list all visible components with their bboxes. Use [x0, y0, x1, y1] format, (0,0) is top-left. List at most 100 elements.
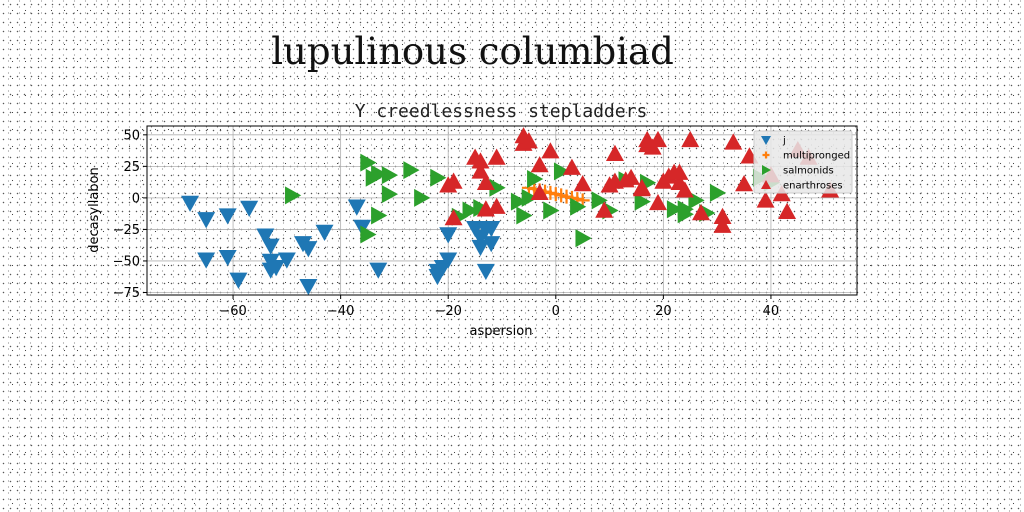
data-point: [530, 156, 549, 173]
legend-marker: [761, 136, 771, 145]
data-point: [735, 175, 754, 192]
data-point: [573, 175, 592, 192]
data-point: [371, 206, 388, 225]
data-point: [632, 180, 651, 197]
data-point: [724, 133, 743, 150]
data-point: [299, 241, 318, 258]
x-tick-label: −40: [327, 304, 354, 319]
y-axis-label: decasyllabon: [87, 167, 102, 252]
data-point: [670, 163, 689, 180]
data-point: [371, 164, 388, 183]
y-tick-label: −25: [113, 223, 140, 238]
data-point: [487, 148, 506, 165]
data-point: [256, 228, 275, 245]
x-tick-label: −20: [434, 304, 461, 319]
data-point: [595, 201, 614, 218]
data-point: [591, 191, 608, 210]
data-point: [369, 262, 388, 279]
data-point: [543, 201, 560, 220]
series-j: [181, 195, 501, 296]
data-point: [487, 197, 506, 214]
data-point: [315, 224, 334, 241]
data-point: [692, 204, 711, 221]
data-point: [347, 199, 366, 216]
legend-marker: [762, 165, 771, 175]
data-point: [521, 188, 538, 207]
data-point: [570, 197, 587, 216]
data-point: [299, 278, 318, 296]
data-point: [489, 178, 506, 197]
data-point: [530, 183, 549, 201]
data-point: [439, 227, 458, 244]
data-point: [756, 191, 775, 208]
data-point: [778, 202, 797, 219]
legend-frame: [753, 130, 853, 194]
legend-marker: [761, 180, 771, 189]
data-point: [562, 158, 581, 175]
axis-ticks: −60 −40 −20 0 20 40 50 25 0 −25 −50 −75: [113, 128, 780, 319]
data-point: [713, 216, 732, 233]
series-enarthroses: [439, 127, 840, 233]
data-point: [516, 206, 533, 225]
x-tick-label: 40: [763, 304, 780, 319]
data-point: [462, 201, 479, 220]
data-point: [360, 225, 377, 244]
data-point: [267, 260, 286, 277]
data-point: [229, 272, 248, 289]
x-tick-label: −60: [219, 304, 246, 319]
data-point: [666, 200, 684, 219]
figure-suptitle: lupulinous columbiad: [271, 30, 674, 73]
data-point: [360, 153, 377, 172]
data-point: [605, 144, 624, 161]
legend: j multipronged salmonids enarthroses: [753, 130, 853, 194]
y-tick-label: 0: [132, 191, 140, 206]
data-point: [430, 168, 447, 187]
data-point: [648, 130, 667, 148]
data-point: [381, 166, 399, 185]
data-point: [713, 207, 732, 225]
legend-label: enarthroses: [783, 181, 843, 192]
data-point: [634, 192, 651, 211]
x-tick-label: 20: [655, 304, 672, 319]
data-point: [482, 236, 501, 253]
y-tick-label: 25: [123, 160, 140, 175]
data-point: [197, 252, 216, 269]
legend-label: j: [782, 136, 786, 147]
data-point: [476, 173, 495, 190]
data-point: [575, 229, 592, 248]
data-point: [414, 188, 431, 207]
data-point: [277, 252, 296, 269]
data-point: [553, 162, 571, 181]
data-point: [622, 168, 641, 185]
legend-label: salmonids: [783, 166, 834, 177]
y-tick-label: −50: [113, 254, 140, 269]
data-point: [197, 212, 216, 229]
chart-title: Y creedlessness stepladders: [355, 101, 648, 122]
data-point: [648, 193, 667, 211]
data-point: [381, 185, 399, 204]
data-point: [476, 263, 495, 281]
data-point: [471, 239, 490, 257]
data-point: [675, 181, 694, 198]
data-point: [218, 249, 237, 267]
data-point: [471, 152, 490, 169]
x-tick-label: 0: [552, 304, 560, 319]
data-point: [428, 268, 447, 286]
data-point: [471, 162, 490, 179]
data-point: [285, 186, 302, 205]
data-point: [482, 220, 501, 238]
data-point: [677, 205, 694, 224]
data-point: [519, 132, 538, 149]
data-point: [510, 192, 528, 211]
data-point: [527, 169, 544, 188]
data-point: [403, 161, 420, 180]
data-point: [181, 195, 200, 212]
x-axis-label: aspersion: [470, 324, 533, 339]
data-point: [218, 208, 237, 225]
data-point: [444, 209, 463, 226]
data-point: [444, 172, 463, 189]
data-point: [541, 142, 560, 159]
data-points: [181, 127, 840, 296]
data-point: [473, 198, 490, 217]
